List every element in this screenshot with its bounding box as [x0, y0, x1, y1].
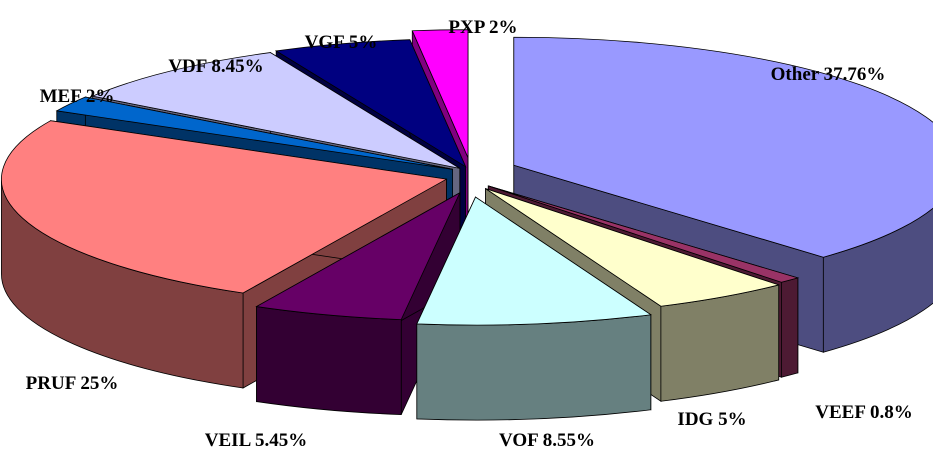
pie-slice-pruf — [1, 120, 448, 389]
slice-label-veil: VEIL 5.45% — [205, 430, 307, 451]
slice-label-pxp: PXP 2% — [448, 17, 517, 38]
slice-label-idg: IDG 5% — [677, 409, 746, 430]
slice-label-veef: VEEF 0.8% — [815, 402, 912, 423]
slice-label-pruf: PRUF 25% — [26, 373, 119, 394]
slice-outer-wall — [256, 306, 402, 416]
slice-label-mef: MEF 2% — [40, 86, 115, 107]
slice-label-vof: VOF 8.55% — [499, 430, 595, 451]
slice-top — [274, 39, 467, 168]
slice-outer-wall — [822, 207, 933, 353]
slice-outer-wall — [780, 277, 799, 378]
slice-top — [55, 96, 453, 170]
slice-top — [488, 185, 800, 283]
pie-slice-veil — [255, 191, 461, 416]
slices-layer — [1, 29, 933, 421]
slice-outer-wall — [416, 314, 652, 421]
slice-label-other: Other 37.76% — [771, 64, 886, 85]
slice-top — [513, 36, 933, 258]
pie-slice-vof — [416, 196, 652, 421]
slice-label-vdf: VDF 8.45% — [168, 56, 263, 77]
slice-top — [255, 191, 461, 321]
slice-top — [416, 196, 652, 326]
slice-top — [91, 52, 460, 169]
labels-layer: Other 37.76% VEEF 0.8% IDG 5% VOF 8.55% VEIL… — [26, 17, 913, 451]
slice-top — [485, 188, 781, 307]
slice-top — [411, 29, 469, 158]
slice-top — [1, 120, 448, 294]
slice-label-vgf: VGF 5% — [305, 32, 378, 53]
